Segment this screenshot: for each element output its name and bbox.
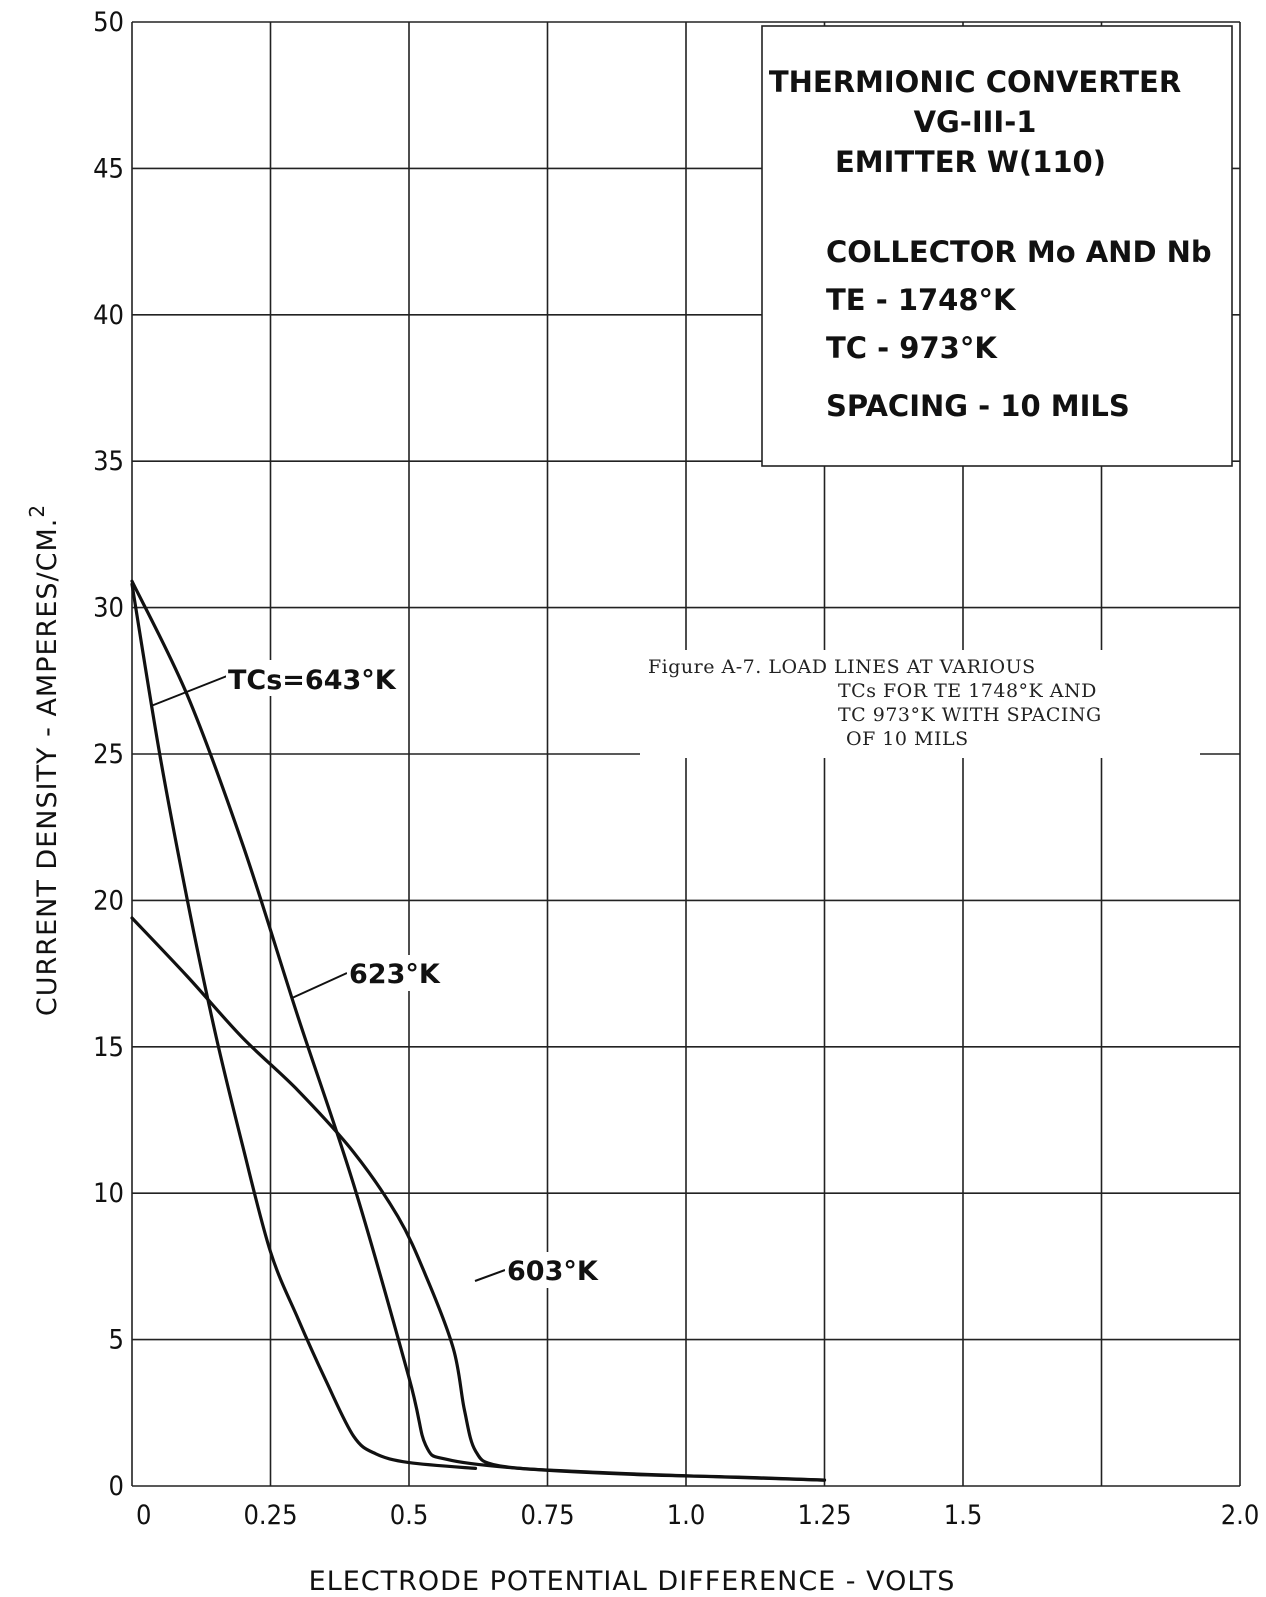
- series-line-1: [130, 582, 478, 1470]
- info-line-2: VG-III-1: [914, 105, 1037, 139]
- info-box-background: [761, 25, 1233, 467]
- info-line-3: EMITTER W(110): [835, 145, 1106, 179]
- y-tick-label: 0: [109, 1471, 124, 1502]
- x-tick-label: 0: [136, 1500, 151, 1531]
- caption-line-1: Figure A-7. LOAD LINES AT VARIOUS: [648, 656, 1036, 678]
- x-tick-label: 1.5: [944, 1500, 983, 1531]
- label-603: 603°K: [507, 1256, 599, 1287]
- caption-line-3: TC 973°K WITH SPACING: [838, 704, 1102, 726]
- y-tick-label: 45: [93, 153, 124, 184]
- info-line-4: COLLECTOR Mo AND Nb: [826, 235, 1212, 269]
- caption-line-4: OF 10 MILS: [846, 728, 969, 750]
- caption-background: [640, 650, 1200, 758]
- info-line-6: TC - 973°K: [826, 331, 998, 365]
- x-axis-title: ELECTRODE POTENTIAL DIFFERENCE - VOLTS: [309, 1566, 956, 1597]
- y-tick-label: 20: [93, 885, 124, 916]
- label-623: 623°K: [349, 959, 441, 990]
- y-tick-label: 30: [93, 593, 124, 624]
- y-tick-label: 50: [93, 7, 124, 38]
- x-tick-label: 1.0: [667, 1500, 706, 1531]
- y-tick-label: 40: [93, 300, 124, 331]
- caption-line-2: TCs FOR TE 1748°K AND: [838, 680, 1097, 702]
- leader-603: [474, 1269, 506, 1282]
- y-tick-label: 15: [93, 1032, 124, 1063]
- leader-623: [291, 972, 348, 999]
- leader-643: [150, 675, 228, 707]
- series-line-2: [130, 916, 827, 1482]
- info-box: THERMIONIC CONVERTER VG-III-1 EMITTER W(…: [761, 25, 1233, 467]
- tick-labels: 0 5 10 15 20 25 30 35 40 45 50 0 0.25 0.5 0.75 1.0 1.25 1…: [93, 7, 1259, 1531]
- curves: [130, 579, 827, 1482]
- x-tick-label: 0.75: [520, 1500, 574, 1531]
- y-tick-label: 10: [93, 1178, 124, 1209]
- figure-caption: Figure A-7. LOAD LINES AT VARIOUS TCs FO…: [640, 650, 1200, 758]
- label-643-background: [226, 660, 386, 696]
- info-line-7: SPACING - 10 MILS: [826, 389, 1130, 423]
- info-line-1: THERMIONIC CONVERTER: [769, 65, 1181, 99]
- x-tick-label: 0.25: [243, 1500, 297, 1531]
- curve-labels: TCs=643°K 623°K 603°K: [150, 660, 605, 1288]
- y-axis-title: CURRENT DENSITY - AMPERES/CM.2: [25, 504, 63, 1016]
- label-643: TCs=643°K: [228, 665, 397, 696]
- x-tick-label: 1.25: [797, 1500, 851, 1531]
- y-tick-label: 5: [109, 1325, 124, 1356]
- y-tick-label: 35: [93, 446, 124, 477]
- info-line-5: TE - 1748°K: [826, 283, 1017, 317]
- x-tick-label: 0.5: [390, 1500, 429, 1531]
- label-603-background: [505, 1252, 605, 1288]
- x-tick-label: 2.0: [1221, 1500, 1260, 1531]
- y-axis-title-group: CURRENT DENSITY - AMPERES/CM.2: [25, 504, 63, 1016]
- y-tick-label: 25: [93, 739, 124, 770]
- label-623-background: [347, 955, 447, 991]
